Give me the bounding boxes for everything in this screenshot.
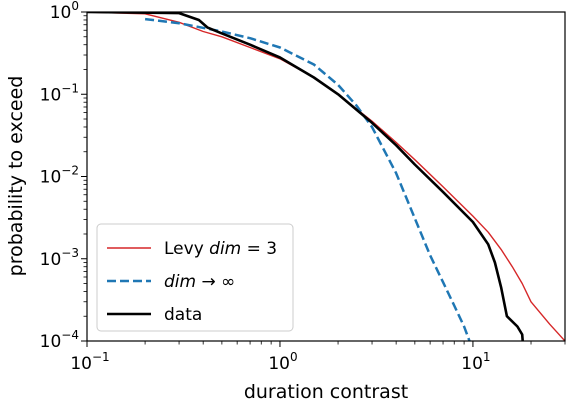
x-axis-title: duration contrast bbox=[244, 381, 408, 403]
y-tick-label: 10−4 bbox=[40, 328, 79, 352]
series-layer bbox=[87, 12, 565, 341]
y-tick-label: 10−3 bbox=[40, 246, 79, 270]
legend-label: Levy dim = 3 bbox=[164, 239, 277, 259]
x-tick-label: 101 bbox=[461, 350, 490, 374]
series-line-data bbox=[87, 12, 524, 341]
legend-label: data bbox=[164, 305, 202, 325]
y-tick-label: 10−2 bbox=[40, 164, 79, 188]
x-tick-label: 100 bbox=[268, 350, 297, 374]
x-tick-label: 10−1 bbox=[70, 350, 109, 374]
series-line-levy-dim-3 bbox=[87, 12, 565, 341]
y-axis-title: probability to exceed bbox=[5, 76, 27, 277]
y-tick-label: 100 bbox=[50, 0, 79, 23]
tick-layer: 10−1 100 101 10−4 10−3 10−2 10−1 100 bbox=[40, 0, 566, 374]
legend-entries: Levy dim = 3 dim → ∞ data bbox=[107, 239, 277, 325]
legend: Levy dim = 3 dim → ∞ data bbox=[96, 223, 294, 332]
legend-label: dim → ∞ bbox=[164, 272, 235, 292]
y-tick-label: 10−1 bbox=[40, 81, 79, 105]
legend-frame bbox=[96, 223, 294, 332]
